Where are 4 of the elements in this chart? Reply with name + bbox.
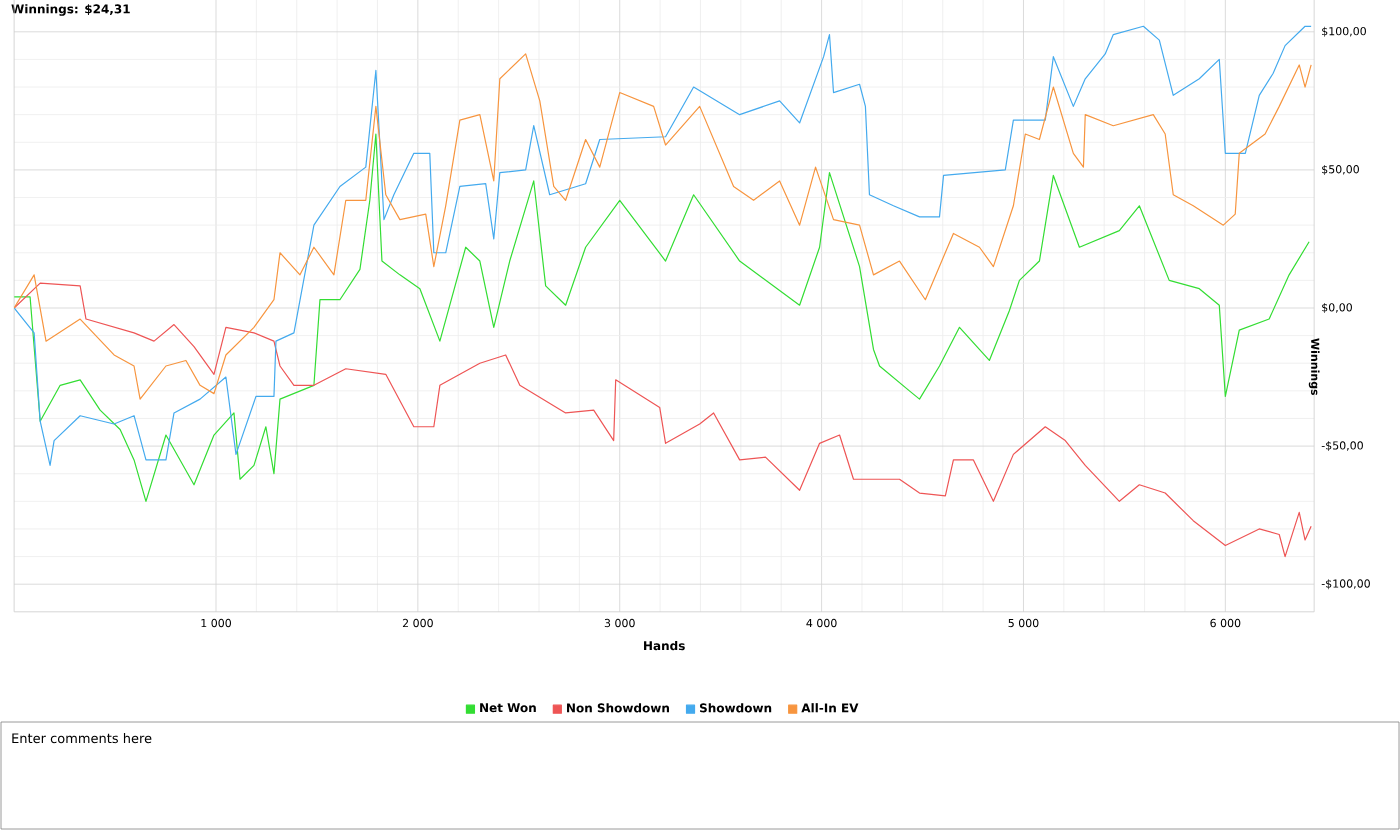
line-series (14, 133, 1310, 502)
line-series (14, 25, 1312, 467)
line-series (14, 53, 1312, 400)
line-series (14, 282, 1312, 558)
